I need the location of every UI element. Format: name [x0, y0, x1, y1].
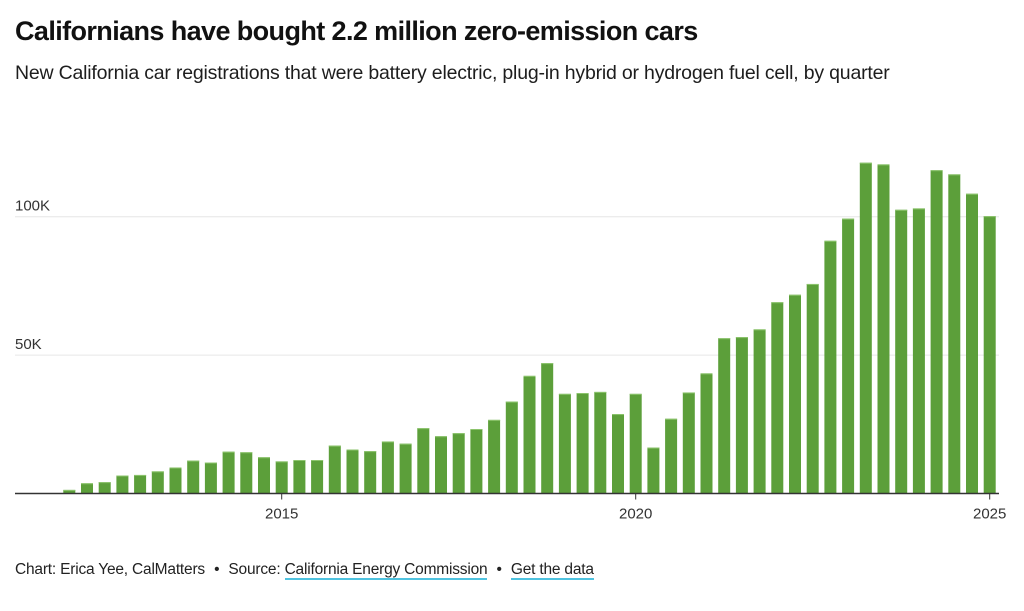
bar[interactable]: 2013 Q4: 11900	[187, 460, 200, 494]
x-axis-ticks: 2015 2020 2025	[265, 493, 1006, 523]
bar[interactable]: 2023 Q1: 99300	[842, 218, 855, 494]
bar[interactable]: 2024 Q1: 103000	[912, 208, 925, 494]
bar[interactable]: 2015 Q4: 17300	[328, 445, 341, 494]
bar[interactable]: 2023 Q2: 119500	[859, 162, 872, 494]
bar[interactable]: 2021 Q2: 56100	[718, 338, 731, 494]
bar[interactable]: 2012 Q4: 6500	[116, 475, 129, 494]
bar[interactable]: 2016 Q2: 15300	[364, 451, 377, 494]
bar[interactable]: 2017 Q4: 23300	[470, 429, 483, 494]
chart-subtitle: New California car registrations that we…	[15, 62, 890, 84]
bar[interactable]: 2018 Q4: 47100	[541, 363, 554, 494]
bar[interactable]: 2015 Q1: 11600	[275, 461, 288, 494]
bar[interactable]: 2023 Q3: 118900	[877, 164, 890, 494]
bar[interactable]: 2021 Q4: 59300	[753, 329, 766, 494]
bar[interactable]: 2024 Q3: 115300	[948, 174, 961, 494]
bullet-separator: •	[496, 561, 502, 578]
bar[interactable]: 2013 Q1: 6700	[134, 474, 147, 494]
bar[interactable]: 2021 Q1: 43400	[700, 373, 713, 494]
bar[interactable]: 2017 Q3: 21800	[452, 433, 465, 494]
bar[interactable]: 2012 Q3: 4100	[98, 482, 111, 494]
bar[interactable]: 2012 Q2: 3700	[81, 483, 93, 494]
x-tick-label: 2025	[973, 506, 1006, 523]
bar[interactable]: 2017 Q1: 23600	[417, 428, 430, 494]
bar[interactable]: 2019 Q4: 28700	[612, 414, 624, 494]
bar[interactable]: 2016 Q4: 18000	[399, 443, 412, 494]
chart-credit: Chart: Erica Yee, CalMatters	[15, 561, 205, 578]
bar[interactable]: 2016 Q1: 15900	[346, 449, 359, 494]
y-tick-label: 50K	[15, 336, 42, 353]
bar[interactable]: 2020 Q4: 36500	[682, 392, 695, 494]
bar[interactable]: 2021 Q3: 56500	[735, 337, 748, 494]
source-label: Source:	[228, 561, 281, 578]
bar[interactable]: 2022 Q3: 75700	[806, 283, 819, 494]
bar[interactable]: 2024 Q2: 116800	[930, 170, 943, 494]
bar[interactable]: 2019 Q3: 36700	[594, 391, 607, 494]
chart-title: Californians have bought 2.2 million zer…	[15, 16, 698, 46]
y-tick-label: 100K	[15, 198, 50, 215]
bar[interactable]: 2012 Q1: 1300	[63, 489, 76, 494]
bar[interactable]: 2020 Q2: 16600	[647, 447, 660, 494]
bar[interactable]: 2014 Q1: 11200	[204, 462, 217, 494]
bar[interactable]: 2013 Q2: 8000	[151, 471, 164, 494]
bar[interactable]: 2020 Q3: 27000	[665, 418, 678, 494]
bar[interactable]: 2013 Q3: 9400	[169, 467, 182, 494]
bar[interactable]: 2020 Q1: 36000	[629, 393, 642, 494]
bar[interactable]: 2024 Q4: 108300	[966, 193, 978, 494]
bar[interactable]: 2018 Q3: 42500	[523, 375, 536, 494]
bar[interactable]: 2015 Q2: 12100	[293, 460, 306, 494]
bullet-separator: •	[214, 561, 220, 578]
source-link[interactable]: California Energy Commission	[284, 561, 488, 580]
bar[interactable]: 2014 Q4: 13100	[258, 457, 270, 494]
bar[interactable]: 2022 Q2: 71800	[789, 294, 801, 494]
get-data-link[interactable]: Get the data	[510, 561, 594, 580]
x-tick-label: 2020	[619, 506, 652, 523]
chart-footer: Chart: Erica Yee, CalMatters • Source: C…	[15, 561, 594, 580]
bar[interactable]: 2022 Q1: 69100	[771, 302, 784, 494]
bar[interactable]: 2019 Q2: 36300	[576, 393, 589, 494]
bar[interactable]: 2014 Q2: 15100	[222, 451, 235, 494]
bar[interactable]: 2025 Q1: 100200	[983, 216, 996, 494]
bar[interactable]: 2014 Q3: 14900	[240, 452, 253, 494]
bar[interactable]: 2016 Q3: 18800	[381, 441, 394, 494]
bar[interactable]: 2022 Q4: 91300	[824, 240, 837, 494]
x-tick-label: 2015	[265, 506, 298, 523]
bar[interactable]: 2019 Q1: 36000	[558, 393, 571, 494]
bar[interactable]: 2017 Q2: 20700	[435, 436, 447, 494]
bar[interactable]: 2018 Q2: 33200	[505, 401, 518, 494]
bar[interactable]: 2015 Q3: 12100	[311, 460, 324, 494]
bars: 2012 Q1: 1300 2012 Q2: 3700 2012 Q3: 4100 2…	[63, 162, 996, 494]
bar[interactable]: 2023 Q4: 102500	[895, 209, 908, 494]
bar[interactable]: 2018 Q1: 26600	[488, 419, 501, 494]
